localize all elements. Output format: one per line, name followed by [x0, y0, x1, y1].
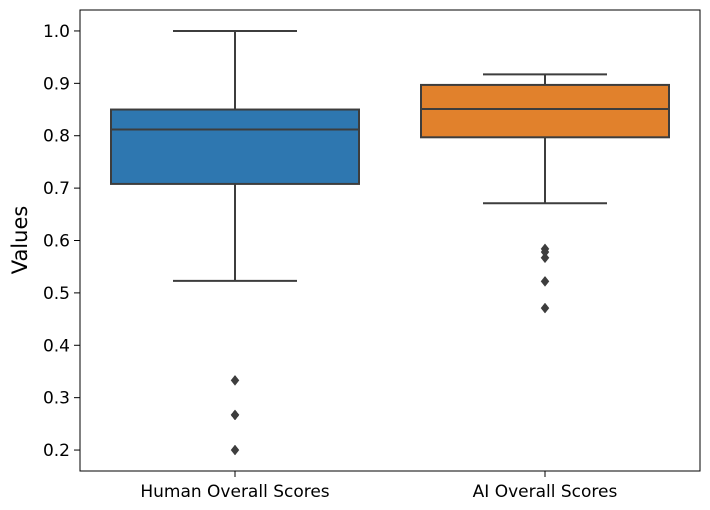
outlier-point	[540, 252, 550, 264]
y-tick-label: 0.5	[43, 284, 70, 304]
box	[110, 108, 360, 185]
y-tick-label: 0.8	[43, 127, 70, 147]
y-tick-label: 0.3	[43, 389, 70, 409]
x-tick-label: AI Overall Scores	[473, 482, 618, 502]
outlier-point	[230, 444, 240, 456]
box-group	[420, 73, 670, 314]
x-tick-label: Human Overall Scores	[140, 482, 329, 502]
outlier-point	[540, 275, 550, 287]
y-axis-title: Values	[8, 206, 32, 275]
y-tick-label: 0.4	[43, 336, 70, 356]
plot-area	[79, 9, 701, 472]
outlier-point	[230, 409, 240, 421]
y-tick-label: 0.6	[43, 232, 70, 252]
y-tick-label: 0.9	[43, 74, 70, 94]
y-tick-label: 1.0	[43, 22, 70, 42]
y-tick-label: 0.7	[43, 179, 70, 199]
box-group	[110, 29, 360, 456]
box	[420, 83, 670, 139]
outlier-point	[540, 302, 550, 314]
plot-frame	[79, 9, 701, 472]
y-tick-label: 0.2	[43, 441, 70, 461]
y-axis: 0.2 0.3 0.4 0.5 0.6 0.7 0.8 0.9 1.0	[43, 22, 80, 461]
x-axis: Human Overall Scores AI Overall Scores	[140, 471, 617, 502]
outlier-point	[230, 374, 240, 386]
